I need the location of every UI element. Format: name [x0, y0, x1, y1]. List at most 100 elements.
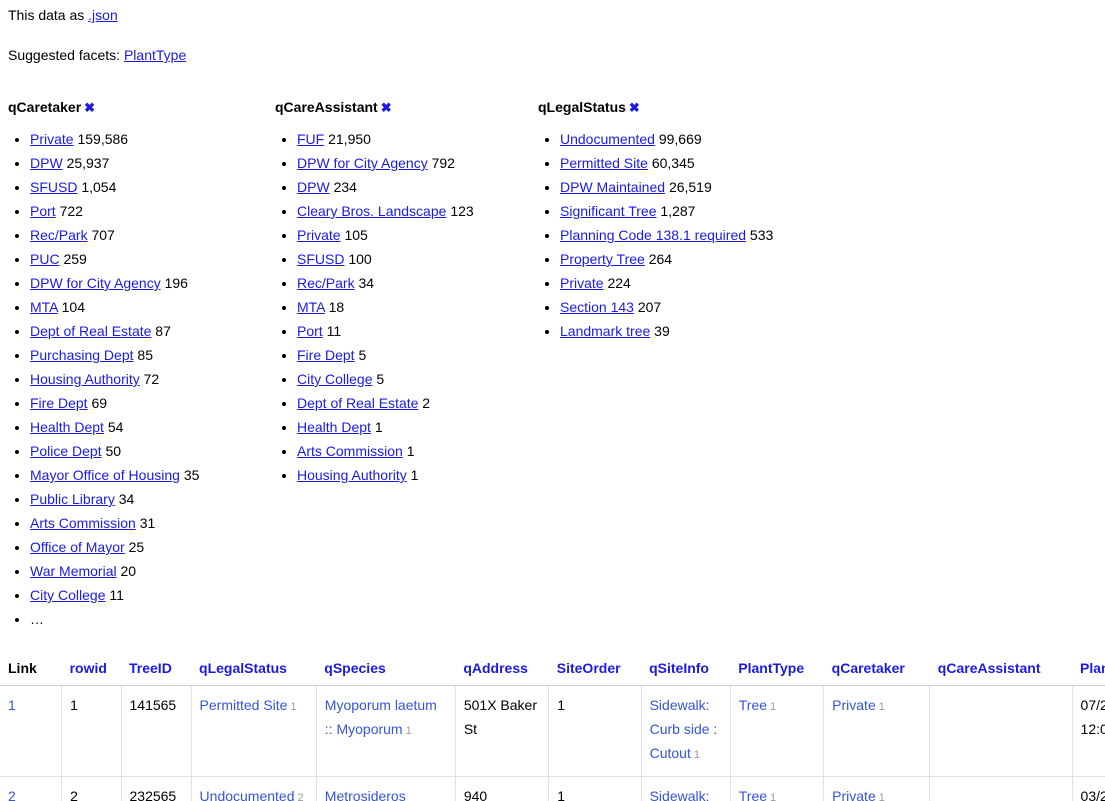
facet-value-link[interactable]: Police Dept — [30, 443, 102, 459]
facet-value-link[interactable]: DPW — [297, 179, 330, 195]
facet-value-link[interactable]: Fire Dept — [297, 347, 355, 363]
facet-value-link[interactable]: Private — [30, 131, 74, 147]
facet-value-link[interactable]: DPW for City Agency — [297, 155, 428, 171]
facet-value-link[interactable]: Mayor Office of Housing — [30, 467, 180, 483]
facet-value-link[interactable]: Significant Tree — [560, 203, 657, 219]
cell-value-link[interactable]: Myoporum laetum :: Myoporum — [324, 697, 437, 737]
facet-value-link[interactable]: Undocumented — [560, 131, 655, 147]
facet-value-link[interactable]: Private — [560, 275, 604, 291]
facet-value-link[interactable]: FUF — [297, 131, 325, 147]
facet-value-link[interactable]: DPW — [30, 155, 63, 171]
facet-name-label: qCareAssistant — [275, 99, 378, 115]
facet-count: 25 — [128, 539, 145, 555]
facet-remove-icon[interactable]: ✖ — [380, 100, 392, 115]
facet-remove-icon[interactable]: ✖ — [628, 100, 640, 115]
facet-value-link[interactable]: Private — [297, 227, 341, 243]
facet-item: Private 105 — [297, 223, 535, 247]
export-json-link[interactable]: .json — [88, 7, 118, 23]
facet-value-link[interactable]: Property Tree — [560, 251, 645, 267]
facet-value-link[interactable]: DPW Maintained — [560, 179, 666, 195]
facet-value-link[interactable]: Health Dept — [30, 419, 104, 435]
facet-value-link[interactable]: MTA — [297, 299, 325, 315]
suggested-facets-line: Suggested facets: PlantType — [8, 47, 186, 64]
column-header-qcareassistant[interactable]: qCareAssistant — [929, 655, 1073, 686]
facet-value-link[interactable]: City College — [297, 371, 373, 387]
export-line: This data as .json — [8, 7, 118, 24]
facet-value-link[interactable]: Arts Commission — [30, 515, 136, 531]
facet-qcaretaker: qCaretaker✖ Private 159,586 DPW 25,937 S… — [8, 98, 268, 631]
facet-item: Police Dept 50 — [30, 439, 268, 463]
facet-value-link[interactable]: Section 143 — [560, 299, 634, 315]
facet-value-link[interactable]: Arts Commission — [297, 443, 403, 459]
results-table-container[interactable]: Link rowid TreeID qLegalStatus qSpecies … — [0, 655, 1105, 801]
cell-link[interactable]: 2 — [0, 776, 63, 801]
column-header-siteorder[interactable]: SiteOrder — [548, 655, 642, 686]
export-prefix: This data as — [8, 7, 89, 23]
facet-count: 1,054 — [81, 179, 117, 195]
cell-qlegalstatus: Undocumented 2 — [191, 776, 317, 801]
column-header-plantdate[interactable]: PlantDate — [1072, 655, 1105, 686]
facet-value-link[interactable]: Fire Dept — [30, 395, 88, 411]
facet-value-link[interactable]: Rec/Park — [30, 227, 88, 243]
column-header-qsiteinfo[interactable]: qSiteInfo — [641, 655, 731, 686]
facet-count: 234 — [333, 179, 357, 195]
column-header-qspecies[interactable]: qSpecies — [316, 655, 456, 686]
cell-value-link[interactable]: Tree — [738, 788, 768, 801]
cell-value-link[interactable]: Permitted Site — [199, 697, 288, 713]
facet-value-link[interactable]: Purchasing Dept — [30, 347, 134, 363]
facet-value-link[interactable]: PUC — [30, 251, 60, 267]
facet-value-link[interactable]: Cleary Bros. Landscape — [297, 203, 447, 219]
cell-value-link[interactable]: Sidewalk: — [649, 788, 710, 801]
column-header-rowid[interactable]: rowid — [61, 655, 121, 686]
suggested-facet-planttype-link[interactable]: PlantType — [123, 47, 187, 63]
facet-value-link[interactable]: Port — [30, 203, 56, 219]
facet-item: City College 11 — [30, 583, 268, 607]
facet-value-link[interactable]: Dept of Real Estate — [297, 395, 419, 411]
facet-value-link[interactable]: Housing Authority — [297, 467, 407, 483]
column-header-qlegalstatus[interactable]: qLegalStatus — [191, 655, 317, 686]
facet-title: qCareAssistant ✖ — [275, 98, 535, 117]
column-header-link: Link — [0, 655, 62, 686]
facet-value-link[interactable]: Office of Mayor — [30, 539, 125, 555]
facet-value-link[interactable]: Planning Code 138.1 required — [560, 227, 747, 243]
facet-count: 34 — [118, 491, 135, 507]
column-header-qcaretaker[interactable]: qCaretaker — [823, 655, 930, 686]
facet-value-link[interactable]: Rec/Park — [297, 275, 355, 291]
facet-value-link[interactable]: Permitted Site — [560, 155, 648, 171]
facet-count: 5 — [376, 371, 385, 387]
facet-value-link[interactable]: Dept of Real Estate — [30, 323, 152, 339]
facet-value-link[interactable]: MTA — [30, 299, 58, 315]
facet-value-link[interactable]: City College — [30, 587, 106, 603]
facet-item: Planning Code 138.1 required 533 — [560, 223, 838, 247]
column-header-qaddress[interactable]: qAddress — [455, 655, 549, 686]
facet-value-link[interactable]: SFUSD — [30, 179, 78, 195]
cell-value-link[interactable]: Private — [832, 697, 876, 713]
facet-value-link[interactable]: SFUSD — [297, 251, 345, 267]
facet-value-link[interactable]: Public Library — [30, 491, 115, 507]
column-header-treeid[interactable]: TreeID — [121, 655, 192, 686]
cell-value-link[interactable]: Metrosideros — [324, 788, 406, 801]
cell-value-link[interactable]: Tree — [738, 697, 768, 713]
facet-count: 50 — [105, 443, 122, 459]
cell-link[interactable]: 1 — [0, 685, 63, 777]
row-link[interactable]: 1 — [8, 697, 16, 713]
cell-rowid: 2 — [61, 776, 122, 801]
facet-count: 21,950 — [328, 131, 371, 147]
facet-item: Fire Dept 5 — [297, 343, 535, 367]
facet-value-link[interactable]: Health Dept — [297, 419, 371, 435]
column-header-planttype[interactable]: PlantType — [730, 655, 824, 686]
facet-count: 264 — [648, 251, 673, 267]
facet-value-link[interactable]: War Memorial — [30, 563, 117, 579]
facet-value-link[interactable]: Housing Authority — [30, 371, 140, 387]
table-header-row: Link rowid TreeID qLegalStatus qSpecies … — [0, 655, 1105, 686]
facet-item: DPW Maintained 26,519 — [560, 175, 838, 199]
facet-value-link[interactable]: DPW for City Agency — [30, 275, 161, 291]
cell-value-link[interactable]: Sidewalk: Curb side : Cutout — [649, 697, 718, 761]
facet-value-link[interactable]: Landmark tree — [560, 323, 651, 339]
facet-item: Housing Authority 72 — [30, 367, 268, 391]
facet-remove-icon[interactable]: ✖ — [84, 100, 96, 115]
facet-value-link[interactable]: Port — [297, 323, 323, 339]
row-link[interactable]: 2 — [8, 788, 16, 801]
cell-value-link[interactable]: Undocumented — [199, 788, 295, 801]
cell-value-link[interactable]: Private — [832, 788, 876, 801]
